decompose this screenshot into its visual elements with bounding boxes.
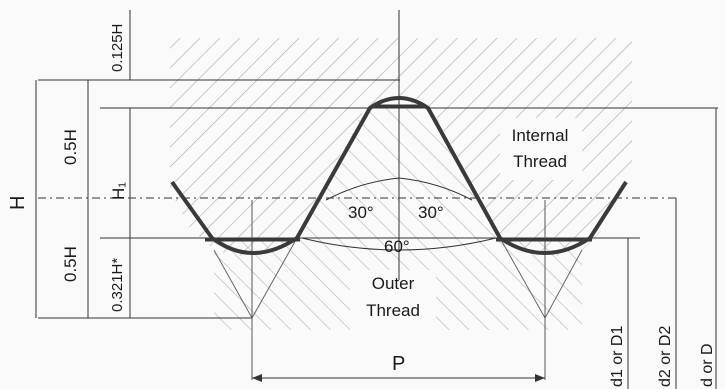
outer-label-bg bbox=[350, 270, 436, 330]
label-internal-line1: Internal bbox=[512, 126, 569, 145]
label-outer-line2: Thread bbox=[366, 301, 420, 320]
label-d: d or D bbox=[699, 343, 716, 387]
sixty-degree-arc bbox=[301, 237, 497, 251]
label-root-dim: 0.321H* bbox=[109, 258, 126, 312]
label-top-dim: 0.125H bbox=[109, 24, 126, 72]
thirty-degree-arc bbox=[325, 177, 473, 201]
label-h1: H₁ bbox=[109, 182, 128, 200]
label-lower-half: 0.5H bbox=[61, 246, 80, 282]
label-outer-line1: Outer bbox=[372, 274, 415, 293]
outer-thread-hatch bbox=[214, 108, 582, 330]
label-upper-half: 0.5H bbox=[61, 129, 80, 165]
label-internal-line2: Thread bbox=[513, 152, 567, 171]
pitch-arrow-left bbox=[252, 374, 262, 382]
label-angle-right: 30° bbox=[418, 203, 444, 222]
label-pitch: P bbox=[392, 353, 405, 375]
label-angle-total: 60° bbox=[384, 237, 410, 256]
label-total-H: H bbox=[7, 196, 29, 210]
label-d2: d2 or D2 bbox=[657, 326, 674, 387]
internal-thread-hatch bbox=[170, 38, 632, 258]
internal-label-bg bbox=[500, 118, 582, 180]
thread-profile bbox=[170, 96, 628, 255]
pitch-arrow-right bbox=[535, 374, 545, 382]
label-d1: d1 or D1 bbox=[609, 326, 626, 387]
label-angle-left: 30° bbox=[348, 203, 374, 222]
